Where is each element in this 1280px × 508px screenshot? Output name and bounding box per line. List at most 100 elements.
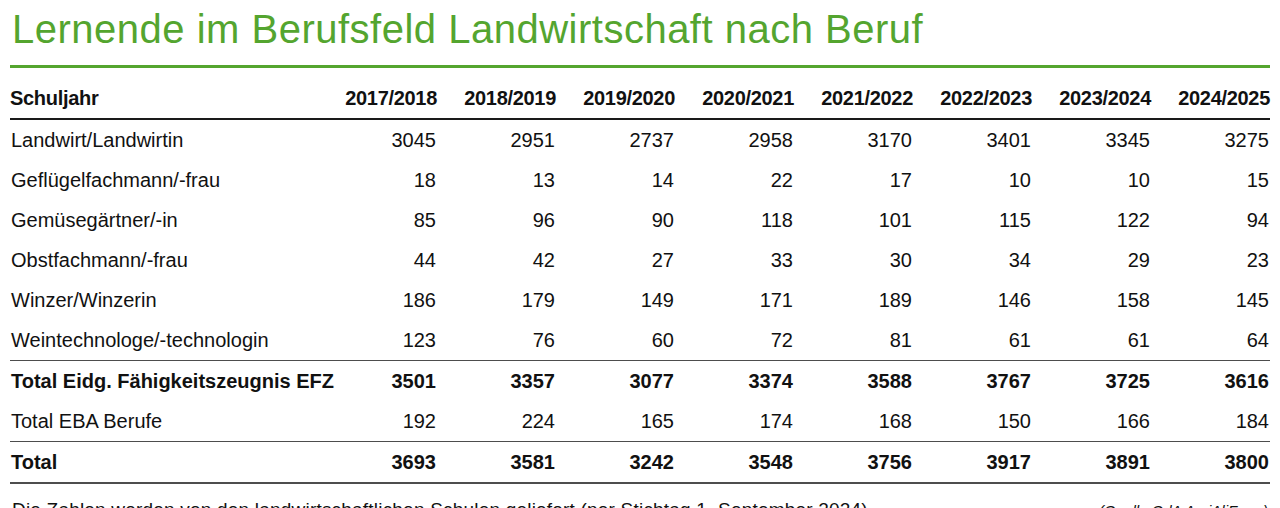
cell-value: 3616 [1151, 361, 1270, 402]
cell-value: 3917 [913, 442, 1032, 484]
cell-value: 3170 [794, 119, 913, 160]
column-header-label: Schuljahr [10, 87, 318, 119]
cell-value: 3357 [437, 361, 556, 402]
cell-value: 150 [913, 401, 1032, 442]
cell-value: 85 [318, 200, 437, 240]
cell-value: 64 [1151, 320, 1270, 361]
cell-value: 22 [675, 160, 794, 200]
column-header-year: 2020/2021 [675, 87, 794, 119]
cell-value: 96 [437, 200, 556, 240]
cell-value: 2737 [556, 119, 675, 160]
column-header-year: 2018/2019 [437, 87, 556, 119]
cell-value: 3501 [318, 361, 437, 402]
cell-value: 94 [1151, 200, 1270, 240]
column-header-year: 2019/2020 [556, 87, 675, 119]
source-credit: (Quelle OdA AgriAliForm) [1099, 502, 1268, 508]
row-label: Winzer/Winzerin [10, 280, 318, 320]
cell-value: 34 [913, 240, 1032, 280]
cell-value: 3756 [794, 442, 913, 484]
table-row: Gemüsegärtner/-in85969011810111512294 [10, 200, 1270, 240]
table-row: Winzer/Winzerin186179149171189146158145 [10, 280, 1270, 320]
row-label: Weintechnologe/-technologin [10, 320, 318, 361]
cell-value: 3275 [1151, 119, 1270, 160]
cell-value: 122 [1032, 200, 1151, 240]
table-row: Total36933581324235483756391738913800 [10, 442, 1270, 484]
cell-value: 15 [1151, 160, 1270, 200]
cell-value: 60 [556, 320, 675, 361]
cell-value: 3548 [675, 442, 794, 484]
cell-value: 101 [794, 200, 913, 240]
cell-value: 192 [318, 401, 437, 442]
title-rule [10, 65, 1270, 68]
row-label: Total EBA Berufe [10, 401, 318, 442]
cell-value: 224 [437, 401, 556, 442]
row-label: Total [10, 442, 318, 484]
cell-value: 61 [1032, 320, 1151, 361]
cell-value: 3345 [1032, 119, 1151, 160]
cell-value: 184 [1151, 401, 1270, 442]
page: Lernende im Berufsfeld Landwirtschaft na… [0, 0, 1280, 508]
cell-value: 27 [556, 240, 675, 280]
cell-value: 3045 [318, 119, 437, 160]
column-header-year: 2023/2024 [1032, 87, 1151, 119]
cell-value: 3725 [1032, 361, 1151, 402]
row-label: Landwirt/Landwirtin [10, 119, 318, 160]
table-row: Landwirt/Landwirtin304529512737295831703… [10, 119, 1270, 160]
cell-value: 17 [794, 160, 913, 200]
cell-value: 3077 [556, 361, 675, 402]
row-label: Geflügelfachmann/-frau [10, 160, 318, 200]
table-row: Weintechnologe/-technologin1237660728161… [10, 320, 1270, 361]
column-header-year: 2022/2023 [913, 87, 1032, 119]
cell-value: 3891 [1032, 442, 1151, 484]
footer: Die Zahlen werden von den landwirtschaft… [10, 499, 1270, 508]
cell-value: 81 [794, 320, 913, 361]
cell-value: 44 [318, 240, 437, 280]
cell-value: 3800 [1151, 442, 1270, 484]
table-header: Schuljahr2017/20182018/20192019/20202020… [10, 87, 1270, 119]
cell-value: 174 [675, 401, 794, 442]
cell-value: 42 [437, 240, 556, 280]
cell-value: 171 [675, 280, 794, 320]
table-row: Total Eidg. Fähigkeitszeugnis EFZ3501335… [10, 361, 1270, 402]
cell-value: 158 [1032, 280, 1151, 320]
cell-value: 14 [556, 160, 675, 200]
cell-value: 90 [556, 200, 675, 240]
cell-value: 18 [318, 160, 437, 200]
cell-value: 2951 [437, 119, 556, 160]
cell-value: 30 [794, 240, 913, 280]
cell-value: 61 [913, 320, 1032, 361]
cell-value: 3588 [794, 361, 913, 402]
learners-table: Schuljahr2017/20182018/20192019/20202020… [10, 87, 1270, 484]
table-row: Geflügelfachmann/-frau1813142217101015 [10, 160, 1270, 200]
page-title: Lernende im Berufsfeld Landwirtschaft na… [12, 6, 1270, 52]
cell-value: 123 [318, 320, 437, 361]
cell-value: 29 [1032, 240, 1151, 280]
column-header-year: 2024/2025 [1151, 87, 1270, 119]
table-body: Landwirt/Landwirtin304529512737295831703… [10, 119, 1270, 483]
cell-value: 3693 [318, 442, 437, 484]
table-row: Total EBA Berufe192224165174168150166184 [10, 401, 1270, 442]
cell-value: 10 [1032, 160, 1151, 200]
cell-value: 13 [437, 160, 556, 200]
footer-note: Die Zahlen werden von den landwirtschaft… [12, 499, 873, 508]
cell-value: 3242 [556, 442, 675, 484]
cell-value: 3581 [437, 442, 556, 484]
cell-value: 168 [794, 401, 913, 442]
cell-value: 76 [437, 320, 556, 361]
header-row: Schuljahr2017/20182018/20192019/20202020… [10, 87, 1270, 119]
cell-value: 3767 [913, 361, 1032, 402]
cell-value: 33 [675, 240, 794, 280]
cell-value: 186 [318, 280, 437, 320]
column-header-year: 2021/2022 [794, 87, 913, 119]
cell-value: 166 [1032, 401, 1151, 442]
table-row: Obstfachmann/-frau4442273330342923 [10, 240, 1270, 280]
cell-value: 189 [794, 280, 913, 320]
cell-value: 179 [437, 280, 556, 320]
cell-value: 146 [913, 280, 1032, 320]
cell-value: 3374 [675, 361, 794, 402]
cell-value: 23 [1151, 240, 1270, 280]
row-label: Obstfachmann/-frau [10, 240, 318, 280]
row-label: Gemüsegärtner/-in [10, 200, 318, 240]
cell-value: 3401 [913, 119, 1032, 160]
cell-value: 165 [556, 401, 675, 442]
